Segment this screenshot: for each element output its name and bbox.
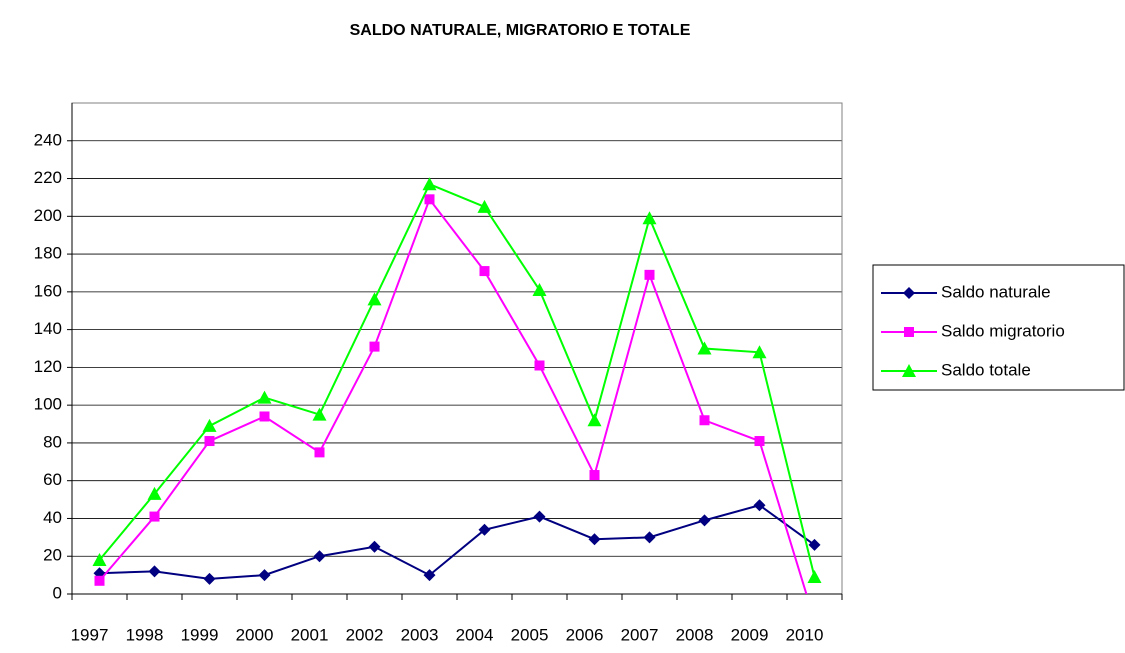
- marker: [257, 390, 272, 404]
- marker: [477, 199, 492, 213]
- marker: [533, 510, 546, 523]
- marker: [423, 569, 436, 582]
- marker: [697, 341, 712, 355]
- marker: [752, 345, 767, 359]
- series-line: [98, 197, 808, 594]
- x-tick-label: 2000: [236, 625, 274, 644]
- chart-title: SALDO NATURALE, MIGRATORIO E TOTALE: [350, 22, 691, 39]
- marker: [424, 194, 435, 205]
- marker: [478, 523, 491, 536]
- marker: [807, 570, 822, 584]
- marker: [644, 269, 655, 280]
- y-tick-label: 200: [34, 206, 62, 225]
- marker: [903, 287, 915, 299]
- x-tick-label: 1999: [181, 625, 219, 644]
- marker: [314, 447, 325, 458]
- x-tick-label: 2002: [346, 625, 384, 644]
- plot-frame: [71, 102, 843, 595]
- marker: [367, 292, 382, 306]
- series-line: [98, 182, 816, 578]
- marker: [589, 470, 600, 481]
- marker: [422, 177, 437, 191]
- y-tick-label: 120: [34, 357, 62, 376]
- y-tick-label: 0: [53, 583, 62, 602]
- marker: [479, 266, 490, 277]
- marker: [204, 436, 215, 447]
- x-tick-label: 2005: [511, 625, 549, 644]
- marker: [369, 341, 380, 352]
- marker: [258, 569, 271, 582]
- marker: [643, 531, 656, 544]
- x-tick-label: 2003: [401, 625, 439, 644]
- marker: [587, 413, 602, 427]
- marker: [699, 415, 710, 426]
- marker: [753, 499, 766, 512]
- x-tick-label: 2006: [566, 625, 604, 644]
- plot-area: [92, 177, 822, 625]
- marker: [203, 572, 216, 585]
- marker: [534, 360, 545, 371]
- y-tick-label: 180: [34, 244, 62, 263]
- x-tick-label: 2004: [456, 625, 494, 644]
- marker: [588, 533, 601, 546]
- y-tick-label: 240: [34, 130, 62, 149]
- marker: [810, 615, 820, 625]
- x-tick-label: 2007: [621, 625, 659, 644]
- marker: [147, 486, 162, 500]
- marker: [754, 436, 765, 447]
- y-tick-label: 160: [34, 281, 62, 300]
- marker: [368, 540, 381, 553]
- x-tick-label: 2001: [291, 625, 329, 644]
- y-tick-label: 100: [34, 395, 62, 414]
- marker: [532, 282, 547, 296]
- y-tick-label: 60: [43, 470, 62, 489]
- y-tick-label: 40: [43, 508, 62, 527]
- marker: [642, 211, 657, 225]
- marker: [808, 538, 821, 551]
- y-tick-label: 220: [34, 168, 62, 187]
- marker: [94, 575, 105, 586]
- marker: [313, 550, 326, 563]
- legend-label: Saldo totale: [941, 360, 1031, 379]
- marker: [904, 327, 914, 337]
- series-line: [99, 504, 816, 580]
- marker: [698, 514, 711, 527]
- x-tick-label: 2010: [786, 625, 824, 644]
- legend-label: Saldo migratorio: [941, 321, 1065, 340]
- marker: [259, 411, 270, 422]
- marker: [148, 565, 161, 578]
- x-tick-label: 2008: [676, 625, 714, 644]
- y-tick-label: 80: [43, 432, 62, 451]
- x-tick-label: 2009: [731, 625, 769, 644]
- marker: [202, 418, 217, 432]
- x-tick-label: 1997: [71, 625, 109, 644]
- marker: [902, 364, 916, 377]
- marker: [92, 553, 107, 567]
- marker: [312, 407, 327, 421]
- y-tick-label: 20: [43, 546, 62, 565]
- legend-label: Saldo naturale: [941, 282, 1051, 301]
- x-tick-label: 1998: [126, 625, 164, 644]
- marker: [149, 511, 160, 522]
- legend-box: [872, 264, 1125, 391]
- y-tick-label: 140: [34, 319, 62, 338]
